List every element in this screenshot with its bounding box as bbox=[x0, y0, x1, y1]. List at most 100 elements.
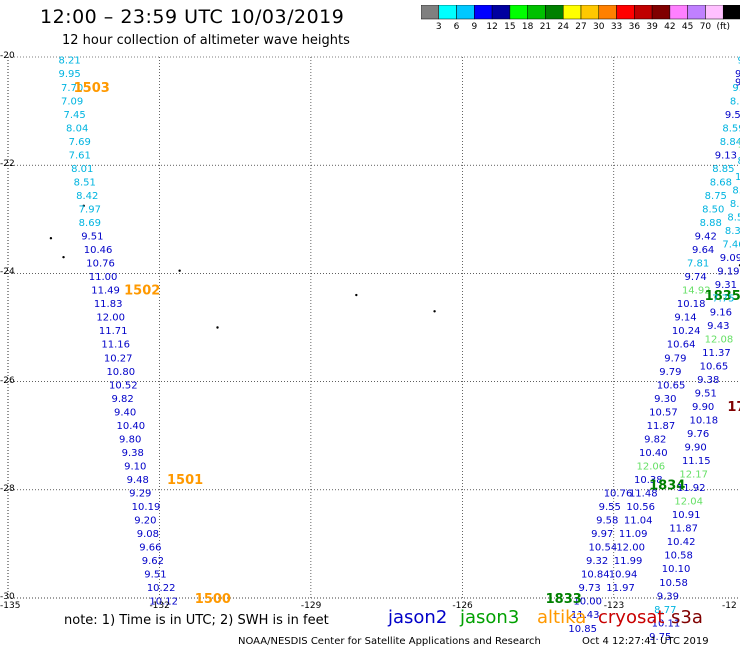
wave-height-value: 9.82 bbox=[644, 434, 666, 445]
wave-height-value: 9.90 bbox=[692, 402, 714, 413]
pass-time-label: 1502 bbox=[124, 284, 160, 299]
wave-height-value: 7.46 bbox=[722, 240, 740, 251]
wave-height-value: 10.76 bbox=[86, 259, 115, 270]
wave-height-value: 10.42 bbox=[667, 537, 696, 548]
wave-height-value: 10.46 bbox=[84, 245, 113, 256]
wave-height-value: 9.31 bbox=[715, 280, 737, 291]
wave-height-value: 11.00 bbox=[89, 272, 118, 283]
wave-height-value: 9.62 bbox=[142, 556, 164, 567]
legend-item-s3a: s3a bbox=[671, 607, 703, 628]
colorbar-label: 3 bbox=[435, 22, 442, 32]
wave-height-value: 8.51 bbox=[74, 177, 96, 188]
wave-height-value: 11.16 bbox=[101, 340, 130, 351]
wave-height-value: 8.04 bbox=[66, 123, 88, 134]
wave-height-value: 9.79 bbox=[664, 353, 686, 364]
wave-height-value: 10.85 bbox=[568, 624, 597, 635]
wave-height-value: 11.97 bbox=[606, 583, 635, 594]
wave-height-value: 8.68 bbox=[710, 177, 732, 188]
longitude-label: -126 bbox=[452, 601, 473, 611]
wave-height-value: 9.51 bbox=[695, 388, 717, 399]
wave-height-value: 8.6 bbox=[737, 156, 740, 167]
wave-height-value: 10.80 bbox=[106, 367, 135, 378]
wave-height-value: 9.38 bbox=[122, 448, 144, 459]
island-marker bbox=[216, 326, 219, 329]
pass-time-label: 1833 bbox=[546, 592, 582, 607]
wave-height-value: 11.99 bbox=[614, 556, 643, 567]
wave-height-value: 11.49 bbox=[91, 286, 120, 297]
pass-time-label: 1835 bbox=[705, 289, 740, 304]
colorbar-label: 24 bbox=[557, 22, 569, 32]
wave-height-value: 7.75 bbox=[712, 294, 734, 305]
colorbar-label: 21 bbox=[539, 22, 552, 32]
wave-height-value: 10.18 bbox=[690, 415, 719, 426]
wave-height-value: 9.08 bbox=[137, 529, 159, 540]
wave-height-value: 7.81 bbox=[687, 259, 709, 270]
wave-height-value: 8.84 bbox=[720, 137, 740, 148]
wave-height-value: 11.92 bbox=[677, 483, 706, 494]
wave-height-value: 9 bbox=[735, 77, 740, 88]
wave-height-value: 10.40 bbox=[639, 448, 668, 459]
wave-height-value: 8.77 bbox=[654, 605, 676, 616]
wave-height-value: 9.30 bbox=[654, 394, 676, 405]
wave-height-value: 9.58 bbox=[725, 110, 740, 121]
colorbar-label: (ft) bbox=[716, 22, 730, 32]
latitude-label: -24 bbox=[0, 267, 15, 278]
wave-height-value: 10.24 bbox=[672, 326, 701, 337]
pass-time-label: 1503 bbox=[74, 81, 110, 96]
wave-height-value: 11.83 bbox=[94, 299, 123, 310]
colorbar-labels: 3 6 9 12 15 18 21 24 27 30 33 36 39 42 45 70 (ft) bbox=[421, 22, 740, 36]
wave-height-value: 8.42 bbox=[76, 191, 98, 202]
wave-height-value: 9.13 bbox=[715, 150, 737, 161]
wave-height-value: 8.59 bbox=[722, 123, 740, 134]
wave-height-value: 14.92 bbox=[682, 286, 711, 297]
wave-height-value: 12.08 bbox=[705, 334, 734, 345]
wave-height-value: 9.2 bbox=[737, 56, 740, 67]
wave-height-value: 9.58 bbox=[596, 516, 618, 527]
colorbar-label: 15 bbox=[504, 22, 516, 32]
colorbar-label: 6 bbox=[453, 22, 460, 32]
wave-height-value: 9.73 bbox=[578, 583, 600, 594]
wave-height-value: 9.16 bbox=[710, 307, 732, 318]
latitude-label: -22 bbox=[0, 159, 15, 170]
colorbar-label: 33 bbox=[610, 22, 623, 32]
wave-height-value: 10.56 bbox=[626, 502, 655, 513]
wave-height-value: 9.42 bbox=[695, 232, 717, 243]
wave-height-value: 7.69 bbox=[69, 137, 91, 148]
island-marker bbox=[355, 293, 358, 297]
wave-height-value: 9.95 bbox=[58, 69, 80, 80]
note-text: note: 1) Time is in UTC; 2) SWH is in fe… bbox=[64, 613, 329, 628]
wave-height-value: 10.76 bbox=[604, 489, 633, 500]
wave-height-value: 11.87 bbox=[647, 421, 676, 432]
latitude-label: -30 bbox=[0, 592, 15, 602]
wave-height-value: 10.22 bbox=[147, 583, 176, 594]
pass-time-label: 1500 bbox=[195, 592, 231, 607]
wave-height-value: 10.38 bbox=[634, 475, 663, 486]
wave-height-value: 9.79 bbox=[659, 367, 681, 378]
colorbar-label: 42 bbox=[664, 22, 676, 32]
wave-height-value: 7.61 bbox=[69, 150, 91, 161]
wave-height-value: 9.43 bbox=[707, 321, 729, 332]
latitude-label: -26 bbox=[0, 375, 15, 386]
colorbar-label: 9 bbox=[471, 22, 478, 32]
wave-height-value: 7.45 bbox=[64, 110, 86, 121]
timestamp-text: Oct 4 12:27:41 UTC 2019 bbox=[582, 636, 709, 647]
legend-item-cryosat: cryosat bbox=[598, 607, 665, 628]
wave-height-value: 9.75 bbox=[649, 632, 671, 643]
island-marker bbox=[49, 237, 53, 240]
legend-item-altika: altika bbox=[537, 607, 587, 628]
wave-height-value: 9.97 bbox=[591, 529, 613, 540]
wave-height-value: 9.32 bbox=[586, 556, 608, 567]
wave-height-value: 9.38 bbox=[697, 375, 719, 386]
credit-text: NOAA/NESDIS Center for Satellite Applica… bbox=[238, 636, 541, 647]
wave-height-value: 11.43 bbox=[571, 610, 600, 621]
map-subtitle: 12 hour collection of altimeter wave hei… bbox=[62, 33, 350, 48]
wave-height-value: 8.85 bbox=[712, 164, 734, 175]
legend-item-jason2: jason2 bbox=[388, 607, 448, 628]
wave-height-value: 9.39 bbox=[657, 591, 679, 602]
wave-height-value: 9.90 bbox=[684, 443, 706, 454]
wave-height-value: 10.40 bbox=[117, 421, 146, 432]
legend-item-jason3: jason3 bbox=[460, 607, 520, 628]
wave-height-value: 12.04 bbox=[674, 497, 703, 508]
wave-height-value: 9.48 bbox=[127, 475, 149, 486]
